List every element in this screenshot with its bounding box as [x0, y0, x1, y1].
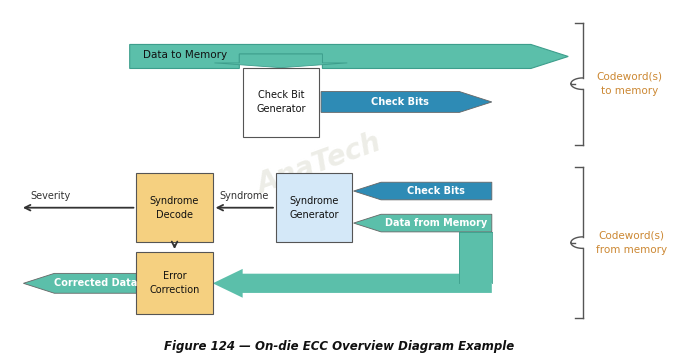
Polygon shape: [129, 44, 568, 68]
Text: Codeword(s)
to memory: Codeword(s) to memory: [596, 72, 662, 96]
Text: Severity: Severity: [30, 191, 71, 201]
FancyBboxPatch shape: [136, 174, 213, 242]
Polygon shape: [354, 182, 492, 200]
FancyBboxPatch shape: [276, 174, 353, 242]
Text: Check Bit
Generator: Check Bit Generator: [256, 90, 306, 114]
Text: Data to Memory: Data to Memory: [143, 50, 227, 60]
Text: Syndrome
Generator: Syndrome Generator: [290, 196, 339, 220]
FancyBboxPatch shape: [136, 252, 213, 314]
Text: Error
Correction: Error Correction: [149, 271, 200, 295]
Bar: [458, 232, 492, 283]
Polygon shape: [23, 273, 136, 293]
Text: Figure 124 — On-die ECC Overview Diagram Example: Figure 124 — On-die ECC Overview Diagram…: [164, 340, 514, 353]
FancyBboxPatch shape: [243, 68, 319, 136]
Text: Data from Memory: Data from Memory: [385, 218, 487, 228]
Text: Check Bits: Check Bits: [407, 186, 465, 196]
Text: Check Bits: Check Bits: [371, 97, 429, 107]
Polygon shape: [354, 214, 492, 232]
Polygon shape: [214, 54, 347, 68]
Text: Syndrome
Decode: Syndrome Decode: [150, 196, 199, 220]
Text: Syndrome: Syndrome: [220, 191, 269, 201]
Text: Corrected Data: Corrected Data: [54, 278, 137, 288]
Polygon shape: [321, 91, 492, 112]
Text: Codeword(s)
from memory: Codeword(s) from memory: [596, 231, 667, 255]
Polygon shape: [213, 269, 492, 298]
Text: AnaTech: AnaTech: [253, 129, 385, 199]
